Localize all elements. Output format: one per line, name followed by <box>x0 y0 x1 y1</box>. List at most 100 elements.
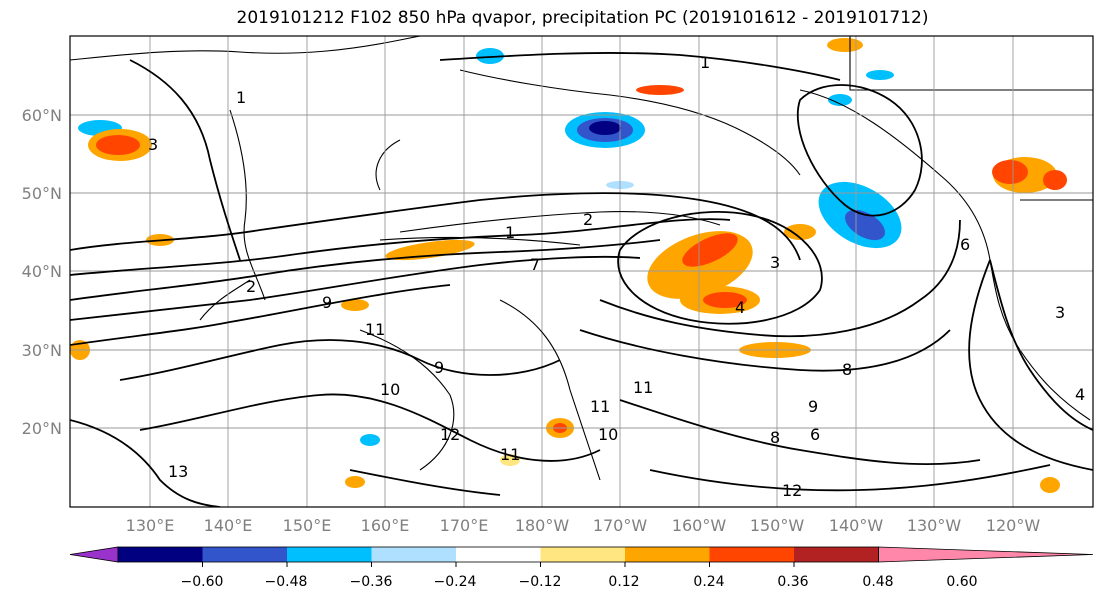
colorbar <box>69 546 1094 567</box>
coastline-kamchatka <box>375 139 401 191</box>
contour-label: 2 <box>583 210 593 229</box>
contour-line <box>499 299 601 481</box>
contour-line <box>70 284 451 346</box>
precip-positive-core <box>96 135 140 155</box>
lon-label: 170°W <box>593 516 648 535</box>
lon-label: 150°W <box>750 516 805 535</box>
contour-label: 4 <box>1075 385 1085 404</box>
lon-label: 120°W <box>986 516 1041 535</box>
precip-positive-area <box>636 85 684 95</box>
contour-line <box>70 255 641 321</box>
contour-label: 3 <box>770 253 780 272</box>
contour-line <box>989 259 1093 431</box>
coastline-siberia <box>70 36 421 61</box>
precip-positive-area <box>345 476 365 488</box>
contour-line <box>619 399 981 466</box>
contour-line <box>129 59 241 261</box>
colorbar-label: −0.12 <box>519 574 562 590</box>
colorbar-segment <box>540 547 625 562</box>
contour-line <box>579 329 951 372</box>
contour-line <box>70 192 801 261</box>
coastline-alaska <box>459 69 801 176</box>
contour-line <box>70 239 661 301</box>
colorbar-label: −0.60 <box>181 574 224 590</box>
lon-label: 150°E <box>283 516 332 535</box>
contour-label: 9 <box>322 293 332 312</box>
colorbar-label: 0.36 <box>777 574 808 590</box>
lat-label: 20°N <box>22 419 62 438</box>
coastline-asia-east <box>229 109 266 301</box>
colorbar-segment <box>709 547 794 562</box>
contour-label: 9 <box>808 397 818 416</box>
lon-label: 180°W <box>515 516 570 535</box>
lon-label: 140°E <box>204 516 253 535</box>
coastlines <box>70 36 1093 421</box>
contour-line <box>439 52 841 81</box>
contour-label: 11 <box>500 445 520 464</box>
lat-label: 50°N <box>22 184 62 203</box>
precip-negative-core <box>845 209 885 241</box>
contour-line <box>349 469 501 496</box>
map-frame <box>69 35 1094 508</box>
contour-label: 1 <box>236 88 246 107</box>
contour-label: 10 <box>598 425 618 444</box>
lon-label: 160°W <box>672 516 727 535</box>
colorbar-segment <box>287 547 372 562</box>
colorbar-segment <box>625 547 710 562</box>
lon-label: 130°W <box>907 516 962 535</box>
precip-shading <box>70 38 1067 493</box>
contour-label: 12 <box>440 425 460 444</box>
colorbar-label: −0.36 <box>350 574 393 590</box>
contour-line <box>649 464 1051 492</box>
colorbar-label: 0.60 <box>946 574 977 590</box>
colorbar-label: −0.48 <box>265 574 308 590</box>
precip-positive-area <box>385 239 475 261</box>
contour-label: 10 <box>380 380 400 399</box>
precip-positive-area <box>1040 477 1060 493</box>
map-background <box>70 36 1093 507</box>
contour-label: 6 <box>810 425 820 444</box>
lon-label: 140°W <box>829 516 884 535</box>
colorbar-segment <box>118 547 203 562</box>
colorbar-label: 0.24 <box>693 574 724 590</box>
precip-negative-area <box>828 94 852 106</box>
border-canada <box>849 36 1093 91</box>
contour-line <box>796 84 923 217</box>
contour-line <box>70 419 221 507</box>
contour-label: 9 <box>434 358 444 377</box>
lon-label: 160°E <box>361 516 410 535</box>
longitude-labels: 130°E 140°E 150°E 160°E 170°E 180°W 170°… <box>126 516 1041 535</box>
colorbar-segment <box>202 547 287 562</box>
colorbar-segment <box>794 547 879 562</box>
precip-negative-area <box>360 434 380 446</box>
contour-label: 1 <box>700 53 710 72</box>
colorbar-labels: −0.60 −0.48 −0.36 −0.24 −0.12 0.12 0.24 … <box>181 574 978 590</box>
precip-positive-area <box>784 224 816 240</box>
contour-line <box>119 339 561 381</box>
coastline-north-america-west <box>799 89 1091 421</box>
precip-positive-core <box>1043 170 1067 190</box>
colorbar-segment <box>456 547 541 562</box>
contour-line <box>70 218 731 276</box>
colorbar-label: 0.48 <box>862 574 893 590</box>
contour-label: 11 <box>633 378 653 397</box>
contour-label: 7 <box>530 255 540 274</box>
coastline-japan <box>199 279 251 321</box>
contour-label: 11 <box>365 320 385 339</box>
colorbar-outline <box>117 546 879 563</box>
precip-negative-area <box>476 48 504 64</box>
colorbar-extend-min <box>69 546 119 563</box>
contour-line <box>968 259 1093 471</box>
colorbar-label: 0.12 <box>608 574 639 590</box>
lon-label: 170°E <box>440 516 489 535</box>
colorbar-extend-max <box>878 546 1094 563</box>
lon-label: 130°E <box>126 516 175 535</box>
contour-label: 1 <box>505 223 515 242</box>
lat-label: 60°N <box>22 106 62 125</box>
contour-label: 4 <box>735 298 745 317</box>
contour-label: 13 <box>168 462 188 481</box>
map-title: 2019101212 F102 850 hPa qvapor, precipit… <box>236 8 929 28</box>
qvapor-contours <box>70 52 1093 507</box>
contour-line <box>399 211 721 233</box>
